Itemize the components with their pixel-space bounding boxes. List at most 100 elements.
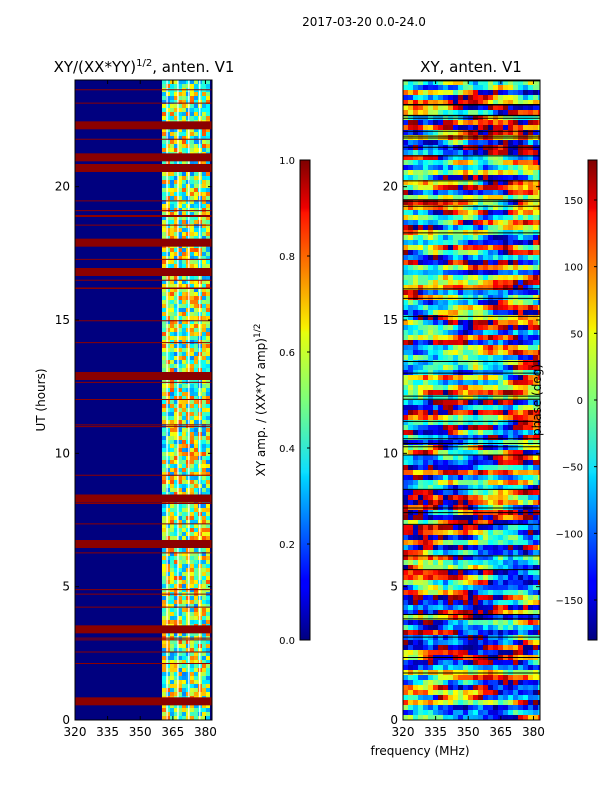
phase-cell [473,220,478,225]
amplitude-cell [173,596,178,600]
phase-cell [448,90,453,95]
phase-cell [453,270,458,275]
phase-cell [423,210,428,215]
phase-cell [488,190,493,195]
phase-cell [468,270,473,275]
amplitude-cell [201,580,206,584]
phase-cell [538,140,540,145]
phase-cell [513,500,518,505]
phase-cell [493,330,498,335]
phase-cell [423,330,428,335]
amplitude-cell [189,128,194,132]
amplitude-cell [185,692,190,696]
amplitude-cell [165,196,170,200]
amplitude-cell [177,396,182,400]
phase-cell [443,570,448,575]
amplitude-cell [169,132,174,136]
phase-cell [478,600,483,605]
phase-cell [448,485,453,490]
phase-cell [528,280,533,285]
phase-cell [518,190,523,195]
phase-cell [453,175,458,180]
phase-cell [408,305,413,310]
phase-cell [538,175,540,180]
amplitude-cell [161,428,166,432]
phase-cell [403,120,408,125]
amplitude-cell [169,280,174,284]
amplitude-cell [189,408,194,412]
phase-cell [423,495,428,500]
amplitude-cell [165,232,170,236]
amplitude-cell [165,536,170,540]
amplitude-cell [189,716,194,720]
amplitude-cell [161,608,166,612]
amplitude-cell [189,616,194,620]
phase-cell [443,460,448,465]
amplitude-cell [201,180,206,184]
phase-cell [458,110,463,115]
phase-cell [508,120,513,125]
amplitude-cell [205,224,210,228]
phase-cell [418,570,423,575]
phase-cell [523,580,528,585]
phase-cell [408,250,413,255]
amplitude-cell [169,204,174,208]
phase-cell [518,440,523,445]
phase-cell [538,295,540,300]
amplitude-cell [161,656,166,660]
phase-cell [448,265,453,270]
phase-cell [423,180,428,185]
amplitude-cell [185,600,190,604]
phase-cell [533,395,538,400]
amplitude-cell [169,312,174,316]
phase-cell [433,550,438,555]
phase-cell [468,410,473,415]
amplitude-cell [161,216,166,220]
amplitude-cell [201,712,206,716]
amplitude-cell [185,96,190,100]
phase-cell [523,140,528,145]
phase-cell [408,225,413,230]
phase-cell [488,290,493,295]
amplitude-cell [177,140,182,144]
phase-cell [403,195,408,200]
amplitude-cell [177,148,182,152]
phase-cell [423,295,428,300]
phase-cell [423,250,428,255]
amplitude-cell [181,100,186,104]
phase-cell [538,330,540,335]
amplitude-cell [161,600,166,604]
phase-cell [498,310,503,315]
phase-cell [533,220,538,225]
phase-cell [503,360,508,365]
phase-cell [448,110,453,115]
phase-cell [458,410,463,415]
phase-cell [488,590,493,595]
amplitude-cell [181,448,186,452]
amplitude-cell [193,84,198,88]
amplitude-cell [161,580,166,584]
phase-cell [443,495,448,500]
phase-cell [493,155,498,160]
amplitude-cell [201,576,206,580]
phase-cell [433,480,438,485]
amplitude-cell [193,248,198,252]
amplitude-cell [181,276,186,280]
phase-cell [418,130,423,135]
amplitude-cell [193,96,198,100]
amplitude-cell [181,436,186,440]
phase-cell [413,150,418,155]
phase-cell [403,200,408,205]
phase-cell [493,140,498,145]
phase-cell [528,555,533,560]
phase-cell [463,100,468,105]
amplitude-cell [177,332,182,336]
phase-cell [413,180,418,185]
phase-cell [538,485,540,490]
phase-cell [508,545,513,550]
amplitude-cell [189,384,194,388]
amplitude-cell [205,420,210,424]
amplitude-cell [189,396,194,400]
phase-cell [483,350,488,355]
phase-cell [503,275,508,280]
